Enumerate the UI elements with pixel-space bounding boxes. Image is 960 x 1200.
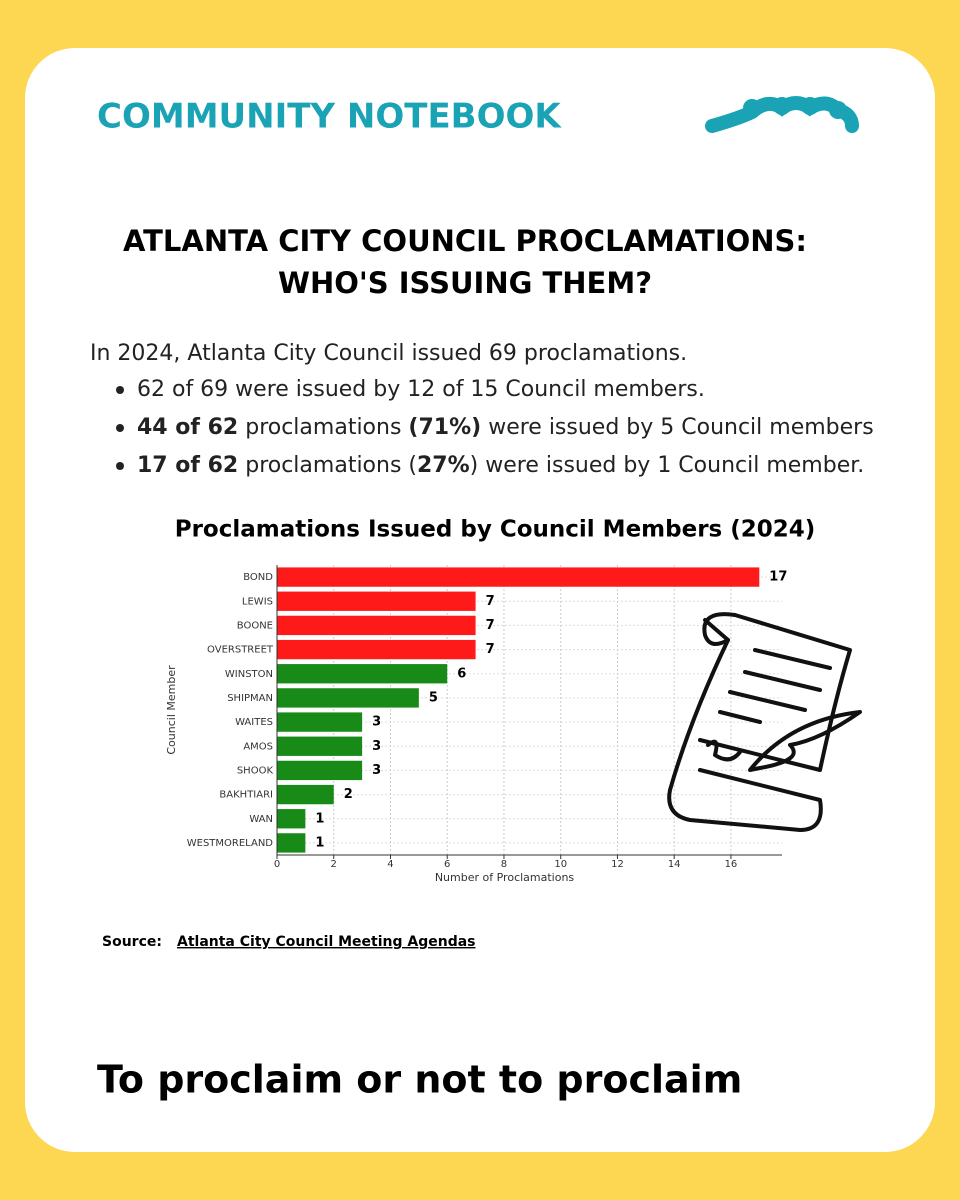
value-label: 1 <box>315 835 324 850</box>
bar <box>277 784 334 805</box>
x-axis-label: Number of Proclamations <box>435 871 575 884</box>
bullet-dot <box>116 462 124 470</box>
x-tick-label: 10 <box>554 859 567 870</box>
value-label: 7 <box>486 594 495 609</box>
x-tick-label: 14 <box>668 859 681 870</box>
bar <box>277 833 306 853</box>
bar <box>277 760 363 781</box>
value-label: 3 <box>372 763 381 778</box>
bullet-dot <box>116 424 124 432</box>
bar <box>277 736 363 756</box>
x-tick-label: 12 <box>611 859 624 870</box>
value-label: 3 <box>372 739 381 754</box>
y-tick-label: WINSTON <box>225 669 273 680</box>
bullet-text: 62 of 69 were issued by 12 of 15 Council… <box>137 377 705 402</box>
chart: 0 2 4 6 8 10 12 14 1617BOND7LEWIS7BOONE7OVERSTRE… <box>165 565 787 884</box>
bullet-segment: proclamations <box>238 415 408 440</box>
bullet-segment: 27% <box>417 453 470 478</box>
title-line: ATLANTA CITY COUNCIL PROCLAMATIONS: <box>123 224 807 258</box>
y-tick-label: BAKHTIARI <box>219 790 273 801</box>
brand: COMMUNITY NOTEBOOK <box>97 97 562 137</box>
y-tick-label: LEWIS <box>242 596 273 607</box>
bullet-list: 62 of 69 were issued by 12 of 15 Council… <box>116 377 874 478</box>
x-tick-label: 8 <box>501 859 507 870</box>
x-tick-label: 2 <box>331 859 337 870</box>
x-tick-label: 16 <box>725 859 738 870</box>
y-tick-label: WAN <box>249 814 273 825</box>
x-tick-label: 4 <box>387 859 393 870</box>
y-tick-label: BOND <box>243 572 273 583</box>
bullet-segment: were issued by 5 Council members <box>481 415 873 440</box>
x-tick-label: 6 <box>444 859 450 870</box>
source-link[interactable]: Atlanta City Council Meeting Agendas <box>177 934 476 950</box>
scroll-icon <box>667 612 862 832</box>
y-tick-label: BOONE <box>237 620 273 631</box>
intro: In 2024, Atlanta City Council issued 69 … <box>90 341 687 366</box>
title-line: WHO'S ISSUING THEM? <box>278 266 652 300</box>
value-label: 17 <box>769 570 787 585</box>
value-label: 6 <box>457 666 466 681</box>
value-label: 7 <box>486 618 495 633</box>
wave-decoration <box>705 96 859 133</box>
bullet-text: 44 of 62 proclamations (71%) were issued… <box>137 415 874 440</box>
bar <box>277 688 419 708</box>
bullet-segment: 44 of 62 <box>137 415 238 440</box>
value-label: 1 <box>315 811 324 826</box>
y-tick-label: WESTMORELAND <box>187 838 274 849</box>
bar <box>277 591 476 611</box>
bar <box>277 639 476 660</box>
value-label: 3 <box>372 715 381 730</box>
y-tick-label: AMOS <box>243 741 273 752</box>
chart-title: Proclamations Issued by Council Members … <box>175 517 816 543</box>
bullet-dot <box>116 386 124 394</box>
bar <box>277 567 760 587</box>
card <box>25 48 935 1152</box>
bullet-segment: ) were issued by 1 Council member. <box>470 453 865 478</box>
bar <box>277 664 448 684</box>
y-tick-label: OVERSTREET <box>207 645 274 656</box>
value-label: 2 <box>344 787 353 802</box>
bullet-segment: 62 of 69 were issued by 12 of 15 Council… <box>137 377 705 402</box>
value-label: 5 <box>429 690 438 705</box>
y-tick-label: SHIPMAN <box>227 693 273 704</box>
bullet-segment: proclamations ( <box>238 453 417 478</box>
value-label: 7 <box>486 642 495 657</box>
y-tick-label: WAITES <box>235 717 273 728</box>
bar <box>277 809 306 829</box>
bullet-segment: 17 of 62 <box>137 453 238 478</box>
x-tick-label: 0 <box>274 859 280 870</box>
source-label: Source: <box>102 934 162 950</box>
footer-tagline: To proclaim or not to proclaim <box>97 1058 742 1102</box>
bar <box>277 712 363 732</box>
y-axis-label: Council Member <box>165 665 178 755</box>
y-tick-label: SHOOK <box>237 765 274 776</box>
bar <box>277 615 476 636</box>
bullet-segment: (71%) <box>408 415 481 440</box>
bullet-text: 17 of 62 proclamations (27%) were issued… <box>137 453 864 478</box>
